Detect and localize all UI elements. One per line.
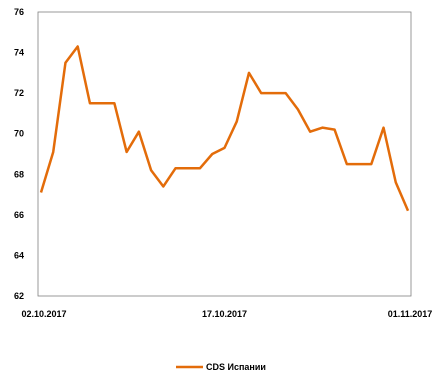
series-line bbox=[39, 45, 410, 212]
y-tick-label: 66 bbox=[14, 210, 24, 220]
x-tick-label: 02.10.2017 bbox=[21, 309, 66, 319]
series-layer bbox=[39, 45, 410, 212]
y-tick-label: 72 bbox=[14, 88, 24, 98]
y-tick-label: 64 bbox=[14, 250, 24, 260]
x-axis-ticks: 02.10.2017 17.10.2017 01.11.2017 bbox=[21, 309, 432, 319]
plot-area bbox=[37, 11, 412, 297]
y-tick-label: 76 bbox=[14, 7, 24, 17]
y-tick-label: 62 bbox=[14, 291, 24, 301]
x-tick-label: 01.11.2017 bbox=[388, 309, 433, 319]
y-tick-label: 74 bbox=[14, 48, 24, 58]
y-tick-label: 68 bbox=[14, 169, 24, 179]
legend: CDS Испании bbox=[176, 362, 266, 372]
y-axis-ticks: 62 64 66 68 70 72 74 76 bbox=[14, 7, 24, 301]
legend-label: CDS Испании bbox=[206, 362, 266, 372]
x-tick-label: 17.10.2017 bbox=[202, 309, 247, 319]
y-tick-label: 70 bbox=[14, 129, 24, 139]
